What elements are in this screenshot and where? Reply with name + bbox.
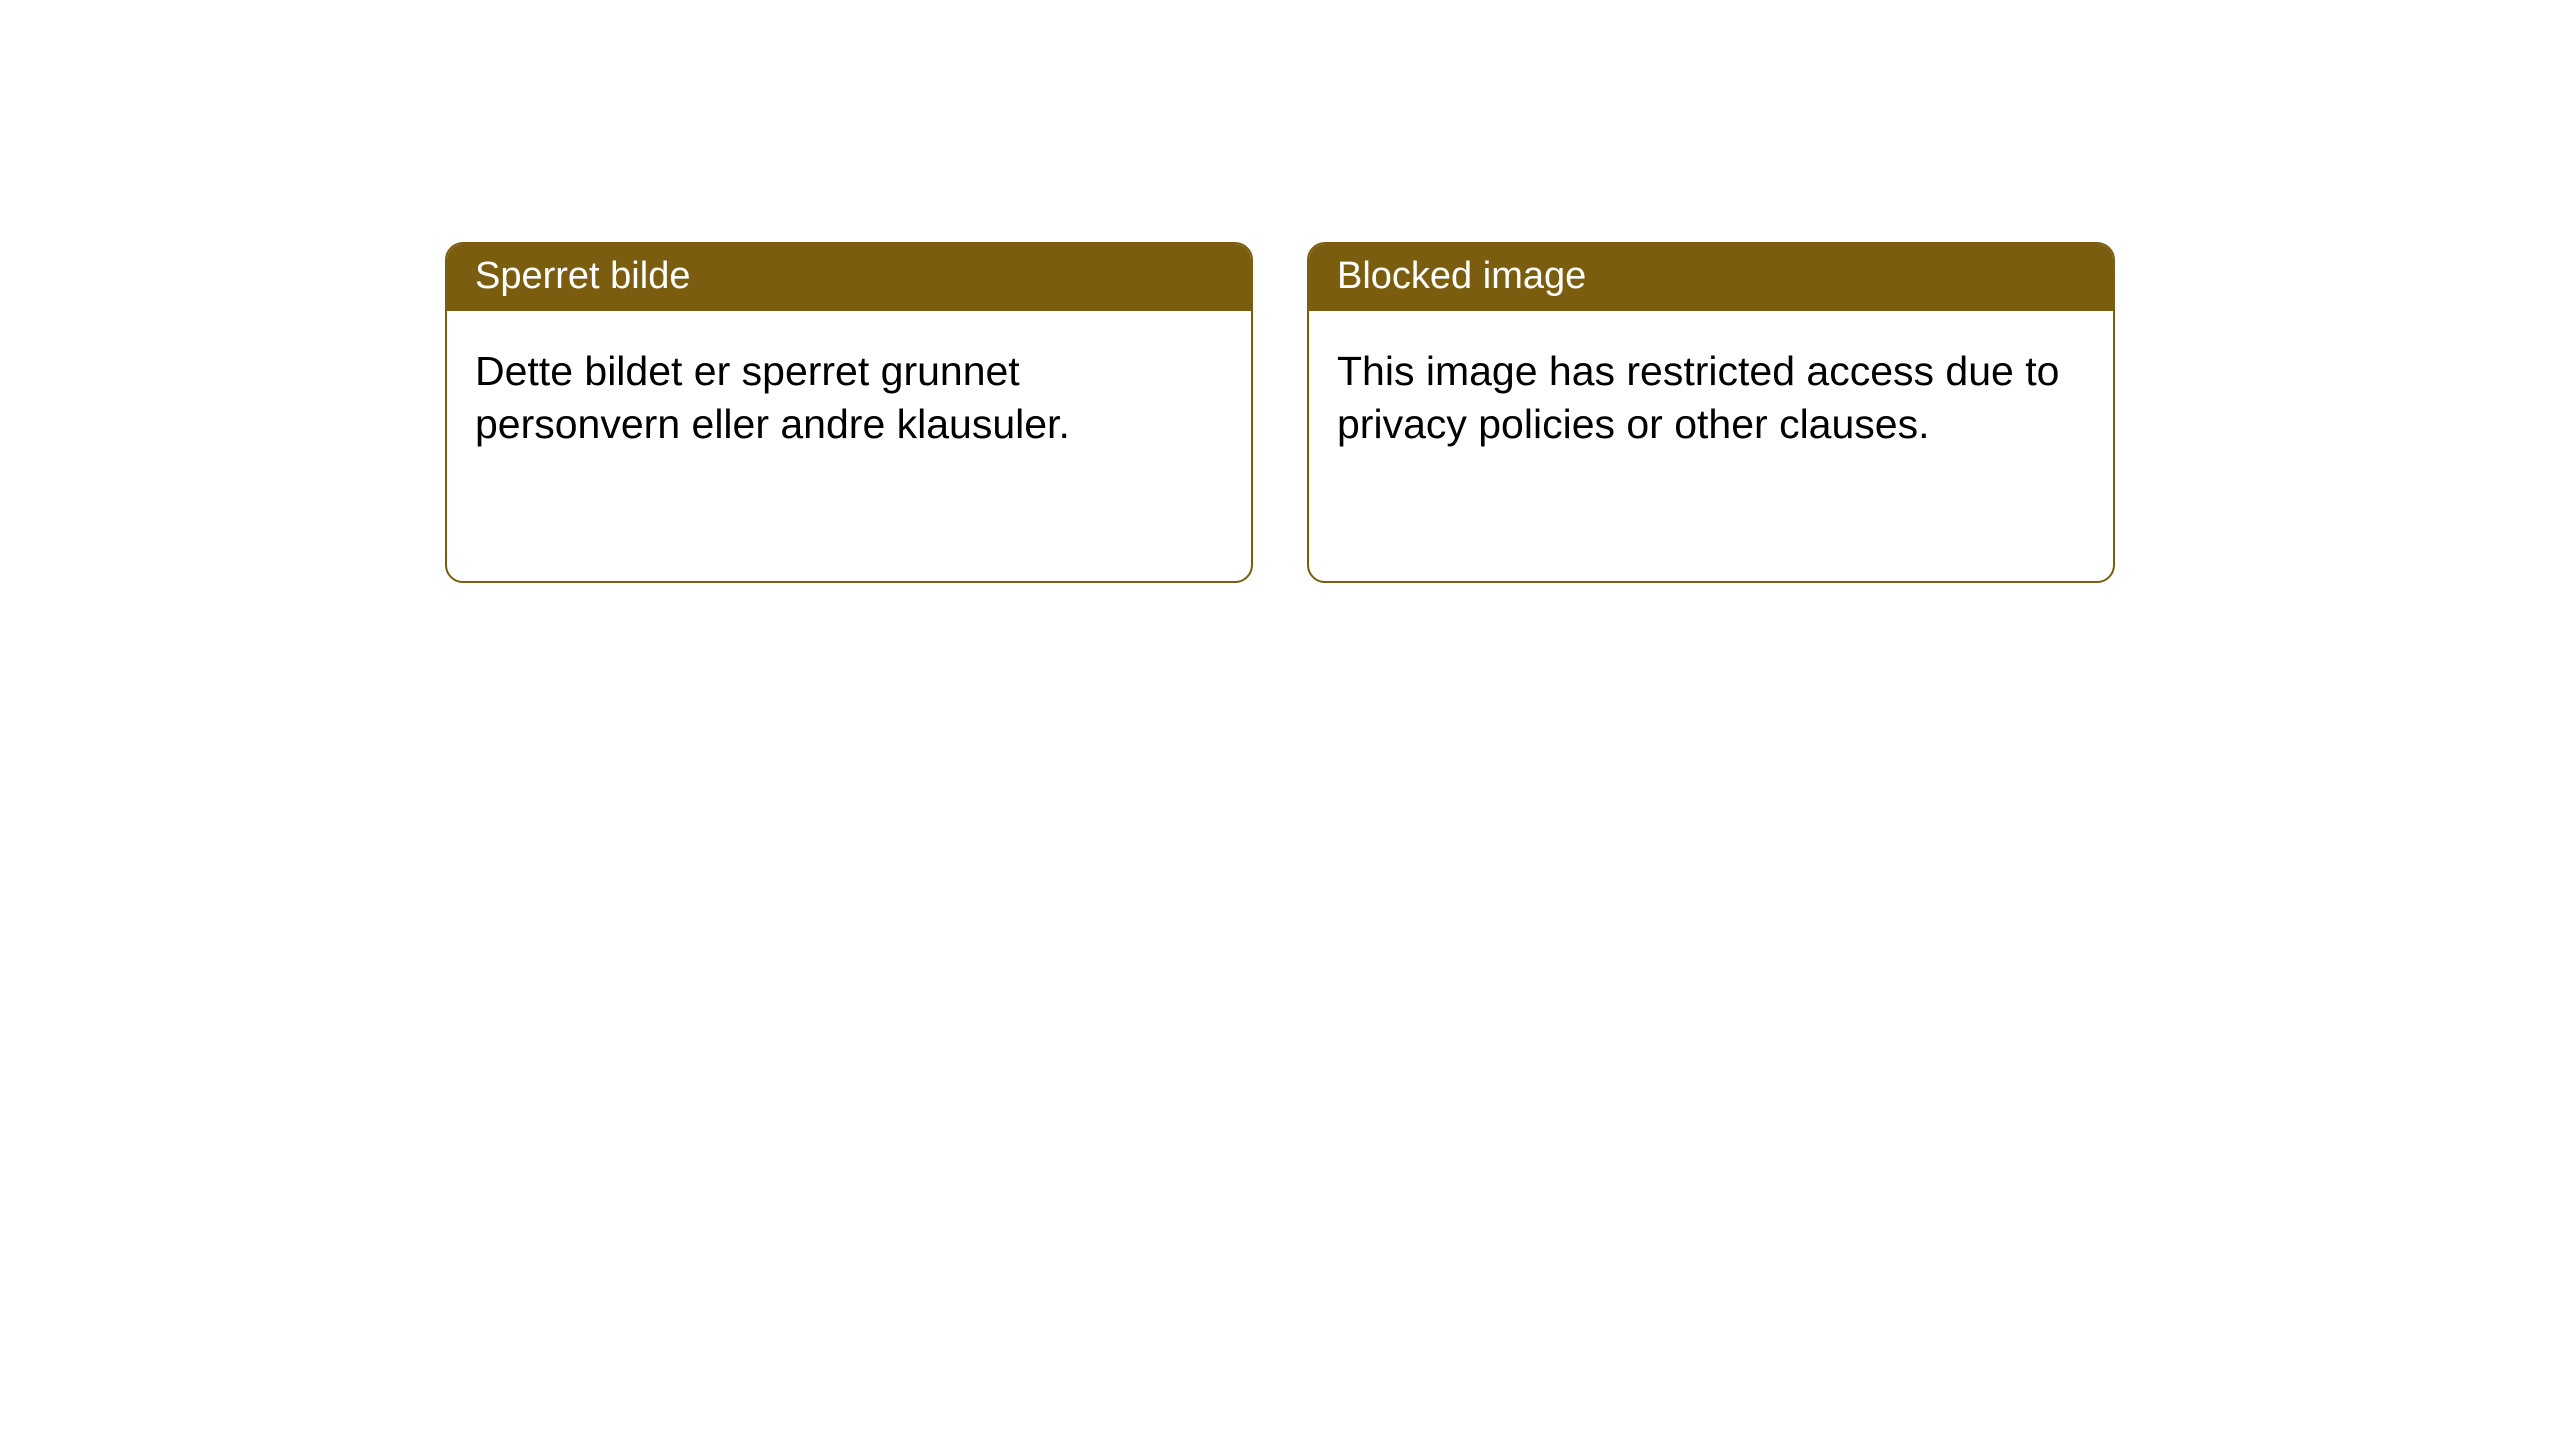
card-body-norwegian: Dette bildet er sperret grunnet personve…: [447, 311, 1251, 581]
card-body-english: This image has restricted access due to …: [1309, 311, 2113, 581]
card-message-english: This image has restricted access due to …: [1337, 348, 2059, 446]
card-norwegian: Sperret bilde Dette bildet er sperret gr…: [445, 242, 1253, 583]
card-english: Blocked image This image has restricted …: [1307, 242, 2115, 583]
card-header-norwegian: Sperret bilde: [447, 244, 1251, 311]
cards-container: Sperret bilde Dette bildet er sperret gr…: [445, 242, 2115, 583]
card-title-norwegian: Sperret bilde: [475, 255, 690, 297]
card-title-english: Blocked image: [1337, 255, 1586, 297]
card-header-english: Blocked image: [1309, 244, 2113, 311]
card-message-norwegian: Dette bildet er sperret grunnet personve…: [475, 348, 1070, 446]
